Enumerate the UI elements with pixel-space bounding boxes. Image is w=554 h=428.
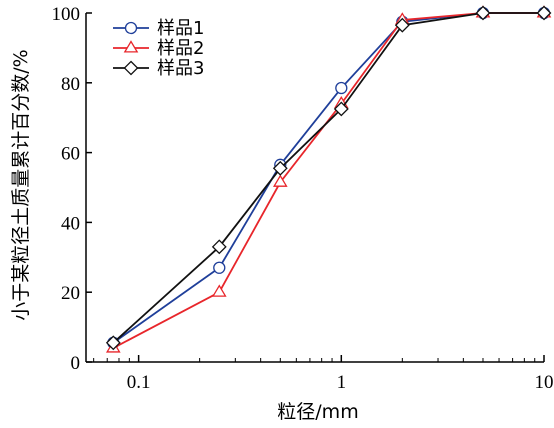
data-point	[475, 5, 491, 21]
y-tick-label: 40	[61, 213, 80, 234]
legend-item-1: 样品1	[113, 18, 204, 39]
data-point	[335, 81, 348, 95]
legend-label: 样品2	[157, 38, 204, 59]
data-point	[211, 239, 227, 255]
legend-marker	[123, 60, 139, 76]
data-point	[272, 160, 288, 176]
data-point	[211, 284, 227, 297]
legend-marker	[123, 40, 139, 53]
legend-marker	[124, 21, 138, 35]
y-tick-label: 60	[61, 144, 80, 165]
legend-label: 样品1	[157, 18, 204, 39]
data-point	[213, 261, 226, 274]
legend-item-3: 样品3	[113, 58, 204, 79]
legend-item-2: 样品2	[113, 38, 204, 59]
x-axis-label: 粒径/mm	[277, 401, 358, 423]
x-tick-label: 10	[535, 372, 554, 393]
y-tick-label: 0	[71, 353, 81, 374]
legend-label: 样品3	[157, 58, 204, 79]
axes: 0 20 40 60 80 100 0.1 1 10	[52, 4, 554, 393]
x-tick-label: 0.1	[127, 372, 151, 393]
data-point	[272, 174, 288, 187]
y-tick-label: 80	[61, 74, 80, 95]
series-3	[105, 5, 552, 351]
y-tick-label: 100	[52, 4, 81, 25]
series-group	[105, 5, 552, 353]
y-tick-label: 20	[61, 283, 80, 304]
data-point	[333, 101, 349, 117]
data-point	[394, 17, 410, 33]
data-point	[536, 5, 552, 21]
y-axis-label: 小于某粒径土质量累计百分数/%	[10, 49, 32, 320]
x-tick-label: 1	[337, 372, 347, 393]
data-point	[105, 335, 121, 351]
